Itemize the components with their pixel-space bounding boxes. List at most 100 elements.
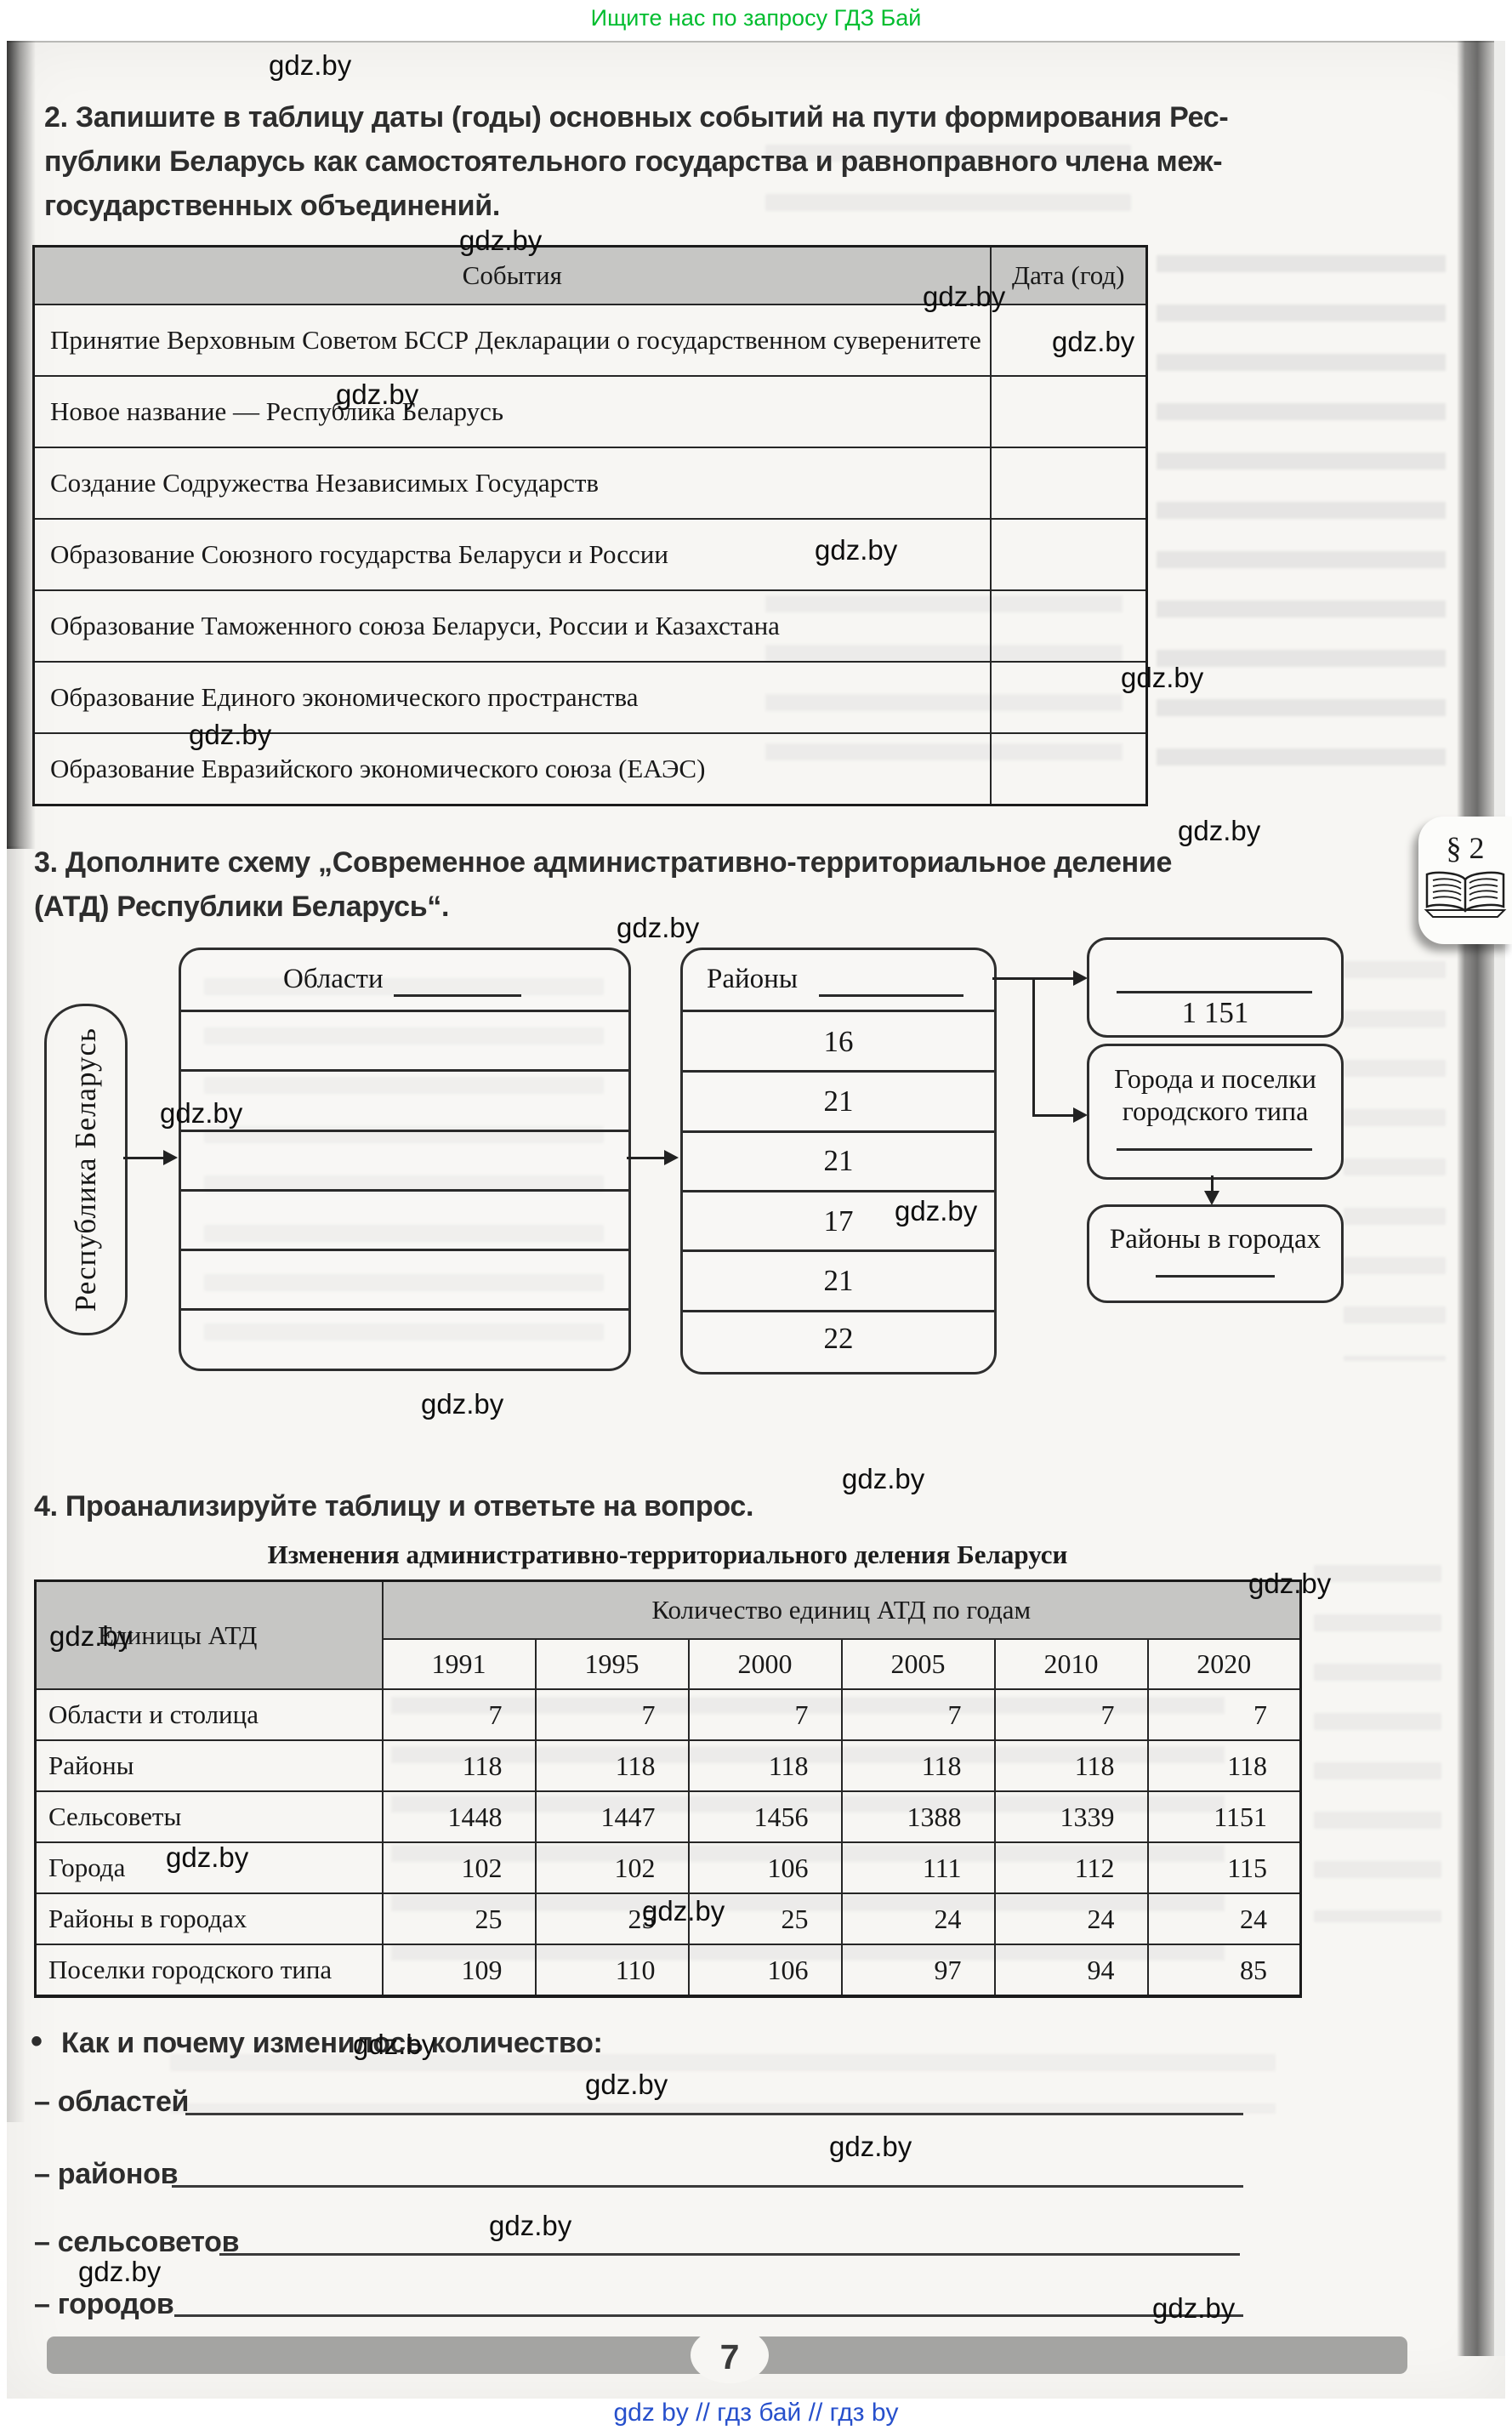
answer-line-gorodov[interactable] bbox=[174, 2314, 1243, 2317]
value-cell: 25 bbox=[534, 1892, 690, 1945]
value-cell: 24 bbox=[1146, 1892, 1302, 1945]
divider bbox=[181, 1308, 628, 1311]
date-answer-cell[interactable] bbox=[989, 447, 1148, 520]
oblasti-title: Области bbox=[283, 964, 384, 994]
event-cell: Принятие Верховным Советом БССР Декларац… bbox=[32, 304, 992, 377]
watermark: gdz.by bbox=[642, 1895, 725, 1927]
value-cell: 24 bbox=[993, 1892, 1149, 1945]
table-row: Районы 118 118 118 118 118 118 bbox=[34, 1739, 1302, 1792]
divider bbox=[181, 1130, 628, 1132]
units-column-header: Единицы АТД bbox=[34, 1579, 384, 1690]
event-cell: Образование Единого экономического прост… bbox=[32, 661, 992, 734]
date-answer-cell[interactable] bbox=[989, 518, 1148, 591]
task2-line3: государственных объединений. bbox=[44, 190, 500, 222]
value-cell: 7 bbox=[840, 1688, 996, 1741]
oblasti-title-blank[interactable] bbox=[394, 994, 521, 997]
bullet-icon: • bbox=[31, 2023, 43, 2060]
divider bbox=[181, 1010, 628, 1012]
arrowhead-icon bbox=[163, 1150, 178, 1165]
event-cell: Образование Таможенного союза Беларуси, … bbox=[32, 589, 992, 663]
watermark: gdz.by bbox=[815, 534, 898, 566]
watermark: gdz.by bbox=[842, 1463, 925, 1494]
answer-line-oblastey[interactable] bbox=[185, 2113, 1243, 2115]
table-row: Принятие Верховным Советом БССР Декларац… bbox=[32, 304, 1148, 377]
oblast-row-blank[interactable] bbox=[181, 1010, 628, 1069]
section-number: § 2 bbox=[1446, 831, 1485, 865]
rayony-count: 21 bbox=[823, 1144, 854, 1177]
value-cell: 1456 bbox=[687, 1790, 843, 1843]
question-item-oblastey: – областей bbox=[34, 2086, 190, 2118]
events-column-header: События bbox=[32, 245, 992, 305]
unit-label: Районы в городах bbox=[34, 1892, 384, 1945]
oblast-row-blank[interactable] bbox=[181, 1249, 628, 1308]
date-answer-cell[interactable] bbox=[989, 589, 1148, 663]
value-cell: 111 bbox=[840, 1841, 996, 1894]
watermark: gdz.by bbox=[166, 1841, 249, 1873]
oblast-row-blank[interactable] bbox=[181, 1308, 628, 1366]
oblast-row-blank[interactable] bbox=[181, 1189, 628, 1249]
goroda-blank[interactable] bbox=[1117, 1148, 1312, 1151]
value-cell: 7 bbox=[534, 1688, 690, 1741]
year-header: 1995 bbox=[534, 1638, 690, 1690]
event-cell: Создание Содружества Независимых Государ… bbox=[32, 447, 992, 520]
table-row: Образование Единого экономического прост… bbox=[32, 661, 1148, 734]
value-cell: 1339 bbox=[993, 1790, 1149, 1843]
page-right-edge-shadow bbox=[1457, 41, 1494, 2356]
watermark: gdz.by bbox=[1152, 2292, 1236, 2324]
atd-units-table: Единицы АТД Количество единиц АТД по год… bbox=[34, 1579, 1303, 1998]
table-row: Образование Евразийского экономического … bbox=[32, 732, 1148, 806]
answer-line-selsovetov[interactable] bbox=[219, 2253, 1240, 2256]
unit-label: Города bbox=[34, 1841, 384, 1894]
watermark: gdz.by bbox=[617, 912, 700, 943]
rayony-title-blank[interactable] bbox=[819, 994, 963, 997]
rayony-box: Районы 16 21 21 17 21 22 bbox=[680, 948, 997, 1375]
value-cell: 102 bbox=[534, 1841, 690, 1894]
arrowhead-icon bbox=[1204, 1191, 1219, 1205]
oblast-row-blank[interactable] bbox=[181, 1069, 628, 1130]
date-answer-cell[interactable] bbox=[989, 732, 1148, 806]
rayony-v-gorodah-blank[interactable] bbox=[1156, 1275, 1275, 1278]
connector-line bbox=[1032, 1114, 1075, 1117]
watermark: gdz.by bbox=[1052, 326, 1135, 357]
date-answer-cell[interactable] bbox=[989, 375, 1148, 448]
value-cell: 109 bbox=[381, 1944, 537, 1997]
arrowhead-icon bbox=[1073, 970, 1088, 986]
answer-line-rayonov[interactable] bbox=[172, 2185, 1243, 2188]
value-cell: 112 bbox=[993, 1841, 1149, 1894]
value-cell: 1151 bbox=[1146, 1790, 1302, 1843]
value-cell: 118 bbox=[381, 1739, 537, 1792]
date-answer-cell[interactable] bbox=[989, 304, 1148, 377]
watermark: gdz.by bbox=[459, 225, 543, 256]
value-cell: 7 bbox=[1146, 1688, 1302, 1741]
year-header: 2010 bbox=[993, 1638, 1149, 1690]
watermark: gdz.by bbox=[923, 281, 1006, 312]
watermark: gdz.by bbox=[1248, 1568, 1332, 1599]
watermark: gdz.by bbox=[189, 719, 272, 750]
selsovety-blank[interactable] bbox=[1117, 991, 1312, 993]
value-cell: 7 bbox=[993, 1688, 1149, 1741]
table-row: Создание Содружества Независимых Государ… bbox=[32, 447, 1148, 520]
oblast-row-blank[interactable] bbox=[181, 1130, 628, 1189]
watermark: gdz.by bbox=[1178, 815, 1261, 846]
watermark: gdz.by bbox=[1121, 662, 1204, 693]
value-cell: 1448 bbox=[381, 1790, 537, 1843]
value-cell: 118 bbox=[534, 1739, 690, 1792]
divider bbox=[683, 1190, 994, 1192]
year-header: 2020 bbox=[1146, 1638, 1302, 1690]
task4-heading: 4. Проанализируйте таблицу и ответьте на… bbox=[34, 1490, 754, 1522]
section-tab: § 2 bbox=[1418, 817, 1512, 944]
task2-text: 2. Запишите в таблицу даты (годы) основн… bbox=[44, 95, 1229, 228]
rayony-v-gorodah-label: Районы в городах bbox=[1109, 1224, 1322, 1255]
value-cell: 118 bbox=[840, 1739, 996, 1792]
promo-header: Ищите нас по запросу ГДЗ Бай bbox=[590, 5, 922, 31]
value-cell: 1447 bbox=[534, 1790, 690, 1843]
date-column-header: Дата (год) bbox=[989, 245, 1148, 305]
rayony-count: 16 bbox=[823, 1025, 854, 1058]
divider bbox=[181, 1249, 628, 1251]
oblasti-box: Области bbox=[179, 948, 631, 1371]
date-answer-cell[interactable] bbox=[989, 661, 1148, 734]
goroda-label-line1: Города и поселки bbox=[1114, 1063, 1316, 1094]
table-row: Образование Союзного государства Беларус… bbox=[32, 518, 1148, 591]
events-dates-table: События Дата (год) Принятие Верховным Со… bbox=[32, 245, 1148, 806]
watermark: gdz.by bbox=[829, 2131, 912, 2162]
